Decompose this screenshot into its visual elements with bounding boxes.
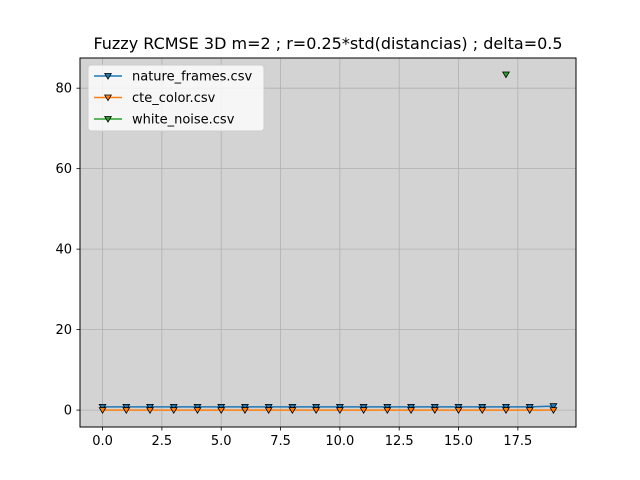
axis-ticks: 0.0 2.5 5.0 7.5 10.0 12.5 15.0 17.5 0 20 40 60 80 [55,82,532,449]
cte-color-point [264,407,273,415]
legend-marker-cte-color [104,94,112,102]
legend-marker-white-noise [104,116,112,123]
nature-frames-point [240,404,249,411]
x-tick-label: 17.5 [503,434,532,449]
nature-frames-point [335,404,344,411]
x-tick-label: 5.0 [211,434,232,449]
x-tick-label: 7.5 [270,434,291,449]
nature-frames-point [383,404,392,411]
legend-label-white-noise: white_noise.csv [132,113,235,128]
nature-frames-point [407,404,416,411]
white-noise-point [501,71,510,79]
cte-color-point [454,407,463,415]
x-tick-label: 12.5 [385,434,414,449]
cte-color-point [288,407,297,415]
cte-color-point [98,407,107,415]
chart-title: Fuzzy RCMSE 3D m=2 ; r=0.25*std(distanci… [93,34,562,53]
legend-marker-nature-frames [104,73,112,80]
nature-frames-point [312,404,321,411]
y-tick-label: 60 [55,162,72,177]
nature-frames-point [288,404,297,411]
cte-color-point [549,407,558,415]
cte-color-point [169,407,178,415]
x-tick-label: 2.5 [152,434,173,449]
legend-box [87,64,265,132]
nature-frames-point [454,404,463,411]
nature-frames-point [264,404,273,411]
nature-frames-point [359,404,368,411]
nature-frames-line [102,405,554,408]
series-layer [98,71,558,415]
nature-frames-point [525,404,534,411]
cte-color-point [312,407,321,415]
cte-color-point [146,407,155,415]
cte-color-point [217,407,226,415]
cte-color-point [335,407,344,415]
y-tick-label: 0 [64,404,72,419]
nature-frames-point [193,404,202,411]
nature-frames-point [169,404,178,411]
nature-frames-point [122,404,131,411]
cte-color-point [478,407,487,415]
plot-frame [79,57,577,428]
cte-color-point [359,407,368,415]
nature-frames-point [217,404,226,411]
nature-frames-point [146,404,155,411]
cte-color-point [525,407,534,415]
y-tick-label: 80 [55,82,72,97]
cte-color-point [383,407,392,415]
y-tick-label: 20 [55,323,72,338]
nature-frames-point [478,404,487,411]
nature-frames-point [501,404,510,411]
cte-color-point [193,407,202,415]
nature-frames-point [549,403,558,410]
cte-color-point [501,407,510,415]
nature-frames-point [430,404,439,411]
legend-label-nature-frames: nature_frames.csv [132,70,252,85]
x-tick-label: 10.0 [325,434,354,449]
legend-label-cte-color: cte_color.csv [132,91,216,106]
nature-frames-point [98,404,107,411]
cte-color-point [240,407,249,415]
cte-color-point [430,407,439,415]
x-tick-label: 15.0 [444,434,473,449]
legend: nature_frames.csv cte_color.csv white_nois… [87,64,265,132]
cte-color-point [122,407,131,415]
cte-color-point [407,407,416,415]
x-tick-label: 0.0 [92,434,113,449]
y-tick-label: 40 [55,243,72,258]
